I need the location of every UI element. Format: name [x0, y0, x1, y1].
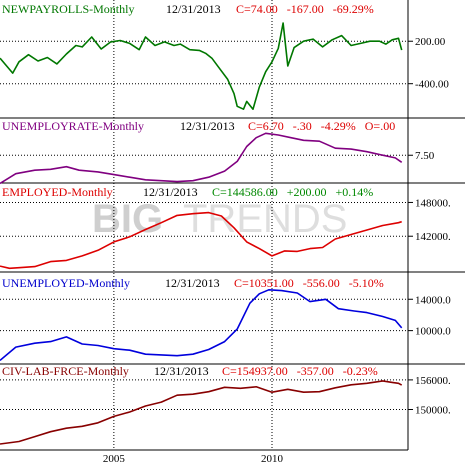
panel-stats: C=10351.00 -556.00 -5.10% — [234, 276, 384, 290]
y-tick-label: 142000. — [415, 231, 451, 243]
panel-date: 12/31/2013 — [166, 2, 221, 16]
panel-civlabfrce: 156000. 150000. CIV-LAB-FRCE-Monthly 12/31/… — [0, 364, 451, 445]
panel-stats: C=74.00 -167.00 -69.29% — [236, 2, 374, 16]
y-tick-label: 156000. — [415, 375, 451, 387]
panel-title: NEWPAYROLLS-Monthly — [2, 2, 134, 16]
panel-title: CIV-LAB-FRCE-Monthly — [2, 364, 129, 378]
panel-stats: C=144586.00 +200.00 +0.14% — [212, 185, 373, 199]
y-tick-label: 150000. — [415, 404, 451, 416]
y-tick-label: 14000.0 — [415, 294, 451, 306]
y-tick-label: 200.00 — [415, 36, 446, 48]
panel-unemployed: 14000.0 10000.0 UNEMPLOYED-Monthly 12/31/20… — [0, 276, 451, 362]
y-tick-label: 7.50 — [415, 150, 435, 162]
panel-stats: C=154937.00 -357.00 -0.23% — [222, 364, 378, 378]
panel-date: 12/31/2013 — [165, 276, 220, 290]
y-tick-label: 10000.0 — [415, 326, 451, 338]
watermark-big: BIG — [92, 197, 163, 241]
watermark-trends: TRENDS — [183, 197, 347, 241]
panel-employed: 148000. 142000. EMPLOYED-Monthly 12/31/2013… — [0, 185, 451, 270]
panel-title: EMPLOYED-Monthly — [2, 185, 113, 199]
panel-stats: C=6.70 -.30 -4.29% O=.00 — [248, 119, 395, 133]
series-line-unemployrate — [0, 132, 403, 185]
panel-date: 12/31/2013 — [154, 364, 209, 378]
panel-date: 12/31/2013 — [180, 119, 235, 133]
y-tick-label: 148000. — [415, 197, 451, 209]
panel-date: 12/31/2013 — [143, 185, 198, 199]
x-tick-label: 2010 — [261, 453, 284, 465]
series-line-employed — [0, 211, 402, 270]
series-line-unemployed — [0, 288, 403, 362]
panel-title: UNEMPLOYRATE-Monthly — [2, 119, 144, 133]
bigtrends-watermark: BIG TRENDS — [92, 197, 347, 241]
series-line-newpayrolls — [0, 22, 403, 110]
panel-unemployrate: 7.50 UNEMPLOYRATE-Monthly 12/31/2013 C=6.70… — [0, 119, 435, 185]
x-tick-label: 2005 — [103, 453, 126, 465]
series-line-civlabfrce — [0, 380, 403, 445]
y-tick-label: -400.00 — [415, 79, 449, 91]
panel-title: UNEMPLOYED-Monthly — [2, 276, 130, 290]
panel-newpayrolls: 200.00 -400.00 NEWPAYROLLS-Monthly 12/31/20… — [0, 2, 449, 110]
